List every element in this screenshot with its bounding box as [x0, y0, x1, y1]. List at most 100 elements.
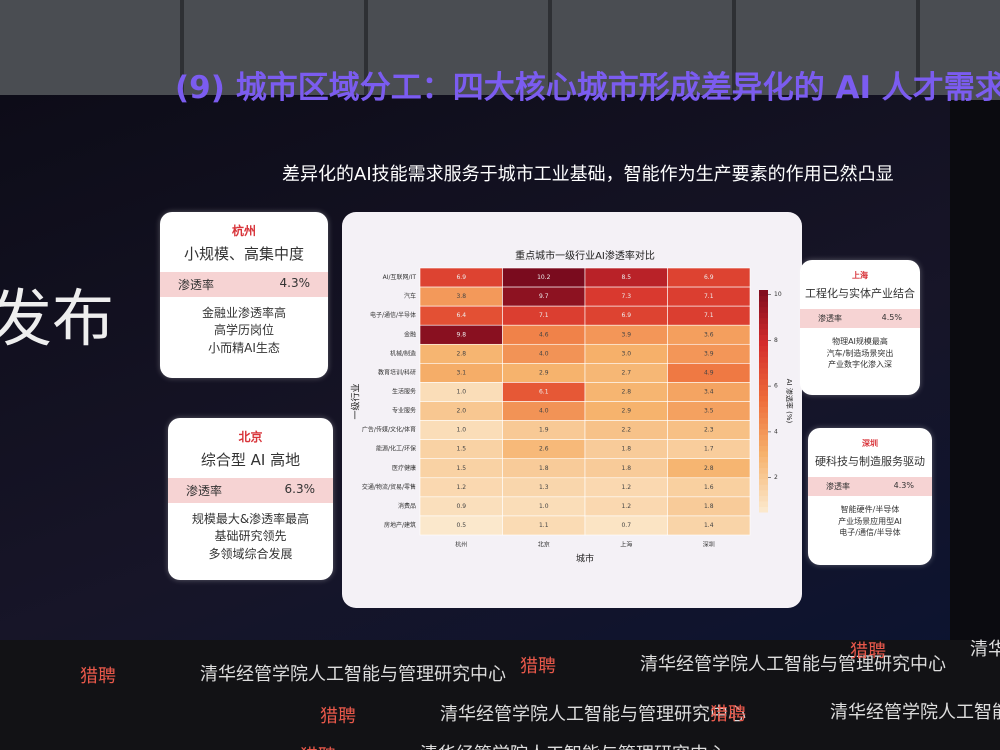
rate-label: 渗透率 — [186, 484, 223, 498]
footer-org: 清华经管学院人工智能与管理研究中心 — [640, 654, 946, 675]
cell-label: 2.7 — [621, 369, 631, 376]
colorbar-segment — [759, 312, 768, 319]
cell-label: 4.9 — [704, 369, 714, 376]
cell-label: 4.0 — [539, 408, 549, 415]
card-point: 物理AI规模最高 — [832, 337, 888, 346]
colorbar-segment — [759, 489, 768, 496]
cell-label: 3.6 — [704, 331, 714, 338]
footer-org: 清华经管学院人工智能与管理研究中心 — [420, 740, 726, 750]
chart-panel: 重点城市一级行业AI渗透率对比 AI/互联网/IT 6.9 10.2 8.5 6.9 汽车 3… — [342, 212, 802, 608]
colorbar-tick-label: 6 — [774, 383, 778, 390]
cell-label: 7.3 — [621, 293, 631, 300]
card: 深圳 硬科技与制造服务驱动 渗透率 4.3% 智能硬件/半导体 产业场景应用型AI 电子/通… — [808, 428, 932, 565]
colorbar-segment — [759, 456, 768, 463]
cell-label: 2.3 — [704, 427, 714, 434]
cell-label: 1.6 — [704, 484, 714, 491]
cell-label: 1.0 — [456, 427, 466, 434]
footer-logo: 猎聘 — [710, 704, 746, 725]
footer-org: 清华经管学院人工智能与管理研究中心 — [830, 702, 1000, 723]
card-point: 产业场景应用型AI — [838, 516, 902, 526]
cell-label: 1.9 — [539, 427, 549, 434]
cell-label: 2.8 — [621, 388, 631, 395]
colorbar-segment — [759, 445, 768, 452]
colorbar-segment — [759, 417, 768, 424]
colorbar-segment — [759, 351, 768, 358]
y-tick-label: AI/互联网/IT — [383, 273, 417, 281]
y-tick-label: 房地产/建筑 — [384, 521, 416, 529]
cell-label: 1.8 — [539, 465, 549, 472]
cell-label: 7.1 — [704, 312, 714, 319]
colorbar-segment — [759, 495, 768, 502]
cell-label: 2.9 — [621, 408, 631, 415]
colorbar-segment — [759, 356, 768, 363]
colorbar-segment — [759, 328, 768, 335]
cell-label: 1.5 — [456, 446, 466, 453]
rate-value: 4.3% — [279, 276, 311, 290]
cell-label: 0.7 — [621, 522, 631, 529]
colorbar-segment — [759, 478, 768, 485]
colorbar-segment — [759, 423, 768, 430]
card-point: 电子/通信/半导体 — [839, 528, 901, 538]
cell-label: 3.9 — [704, 350, 714, 357]
ceiling — [0, 0, 1000, 100]
y-axis-label: 一级行业 — [350, 383, 362, 419]
footer-logo: 猎聘 — [300, 742, 336, 750]
colorbar-segment — [759, 395, 768, 402]
colorbar-segment — [759, 301, 768, 308]
cell-label: 1.2 — [621, 503, 631, 510]
cell-label: 1.4 — [704, 522, 714, 529]
colorbar-tick-label: 2 — [774, 474, 778, 481]
colorbar-tick-label: 10 — [774, 291, 782, 298]
card-point: 多领域综合发展 — [208, 546, 293, 561]
y-tick-label: 汽车 — [404, 292, 416, 300]
colorbar-segment — [759, 473, 768, 480]
y-tick-label: 交通/物流/贸易/零售 — [362, 483, 416, 491]
card: 北京 综合型 AI 高地 渗透率 6.3% 规模最大&渗透率最高 基础研究领先 多领域综合发… — [168, 418, 333, 580]
x-tick-label: 上海 — [620, 541, 632, 549]
cell-label: 1.3 — [539, 484, 549, 491]
colorbar-tick-label: 4 — [774, 428, 778, 435]
rate-value: 6.3% — [284, 482, 316, 496]
footer-logo: 猎聘 — [520, 656, 556, 677]
card-point: 金融业渗透率高 — [201, 306, 286, 320]
colorbar-segment — [759, 384, 768, 391]
card-point: 汽车/制造场景突出 — [826, 348, 894, 358]
cell-label: 6.9 — [456, 274, 466, 281]
x-tick-label: 北京 — [538, 541, 550, 549]
heatmap: 重点城市一级行业AI渗透率对比 AI/互联网/IT 6.9 10.2 8.5 6.9 汽车 3… — [350, 249, 795, 565]
y-tick-label: 消费品 — [398, 502, 416, 510]
cell-label: 1.8 — [704, 503, 714, 510]
footer-logo: 猎聘 — [850, 641, 886, 662]
colorbar-segment — [759, 439, 768, 446]
card-city: 上海 — [852, 271, 868, 280]
colorbar-segment — [759, 339, 768, 346]
card-headline: 硬科技与制造服务驱动 — [815, 455, 925, 468]
cell-label: 8.5 — [621, 274, 631, 281]
cell-label: 3.8 — [456, 293, 466, 300]
card-point: 基础研究领先 — [214, 529, 287, 544]
cell-label: 2.9 — [539, 369, 549, 376]
y-tick-label: 专业服务 — [392, 407, 416, 415]
colorbar-segment — [759, 412, 768, 419]
cell-label: 7.1 — [704, 293, 714, 300]
cell-label: 10.2 — [537, 274, 551, 281]
colorbar-label: AI 渗透率 (%) — [785, 379, 794, 424]
footer-org: 清华经管学院人工智能与管理研究中心 — [440, 704, 746, 725]
cell-label: 1.8 — [621, 465, 631, 472]
y-tick-label: 教育培训/科研 — [378, 368, 416, 376]
cell-label: 3.9 — [621, 331, 631, 338]
cell-label: 6.9 — [621, 312, 631, 319]
card-headline: 工程化与实体产业结合 — [805, 287, 915, 300]
colorbar-segment — [759, 484, 768, 491]
colorbar-segment — [759, 389, 768, 396]
colorbar-segment — [759, 450, 768, 457]
colorbar-tick-label: 8 — [774, 337, 778, 344]
colorbar-segment — [759, 290, 768, 297]
rate-label: 渗透率 — [178, 278, 215, 292]
slide-subtitle: 差异化的AI技能需求服务于城市工业基础，智能作为生产要素的作用已然凸显 — [282, 164, 894, 185]
card-rate: 渗透率 6.3% — [168, 478, 333, 503]
y-tick-label: 广告/传媒/文化/体育 — [362, 426, 416, 434]
cell-label: 9.8 — [456, 331, 466, 338]
side-text: 发布 — [0, 282, 115, 355]
